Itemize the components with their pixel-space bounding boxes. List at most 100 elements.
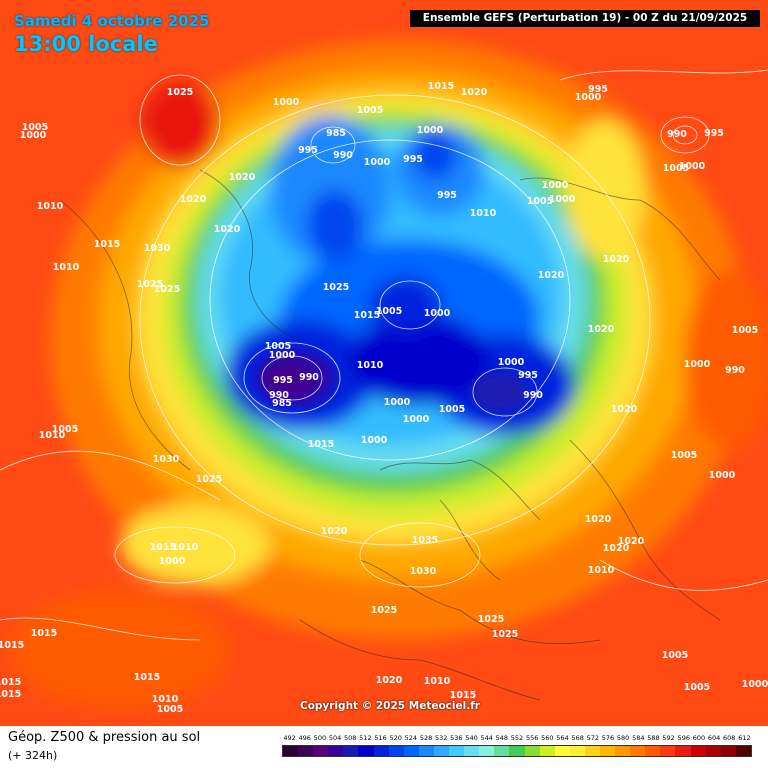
pressure-label: 1005: [439, 404, 465, 415]
scale-swatch: [630, 746, 646, 756]
pressure-label: 1030: [410, 566, 437, 577]
scale-label: 496: [298, 734, 311, 742]
pressure-label: 1015: [94, 239, 120, 250]
pressure-label: 1000: [269, 350, 296, 361]
pressure-label: 1005: [663, 163, 689, 174]
scale-swatch: [479, 746, 495, 756]
pressure-label: 1000: [549, 194, 576, 205]
pressure-label: 1020: [611, 404, 638, 415]
scale-swatch: [584, 746, 600, 756]
scale-label: 596: [677, 734, 690, 742]
field-core-indigo: [472, 372, 528, 412]
scale-swatch: [735, 746, 751, 756]
scale-swatch: [418, 746, 434, 756]
pressure-label: 1025: [154, 284, 180, 295]
coastlines: [59, 169, 721, 701]
scale-label: 516: [374, 734, 387, 742]
pressure-label: 995: [298, 145, 318, 156]
pressure-label: 1000: [679, 161, 706, 172]
pressure-label: 1015: [354, 310, 380, 321]
scale-label: 520: [389, 734, 402, 742]
copyright-notice: Copyright © 2025 Meteociel.fr: [300, 700, 480, 712]
pressure-label: 1025: [137, 279, 163, 290]
pressure-label: 995: [588, 84, 608, 95]
field-plume-yellow-ne: [565, 120, 645, 260]
pressure-label: 1000: [709, 470, 736, 481]
field-blob-mid-c: [370, 277, 440, 333]
scale-label: 504: [328, 734, 342, 742]
pressure-label: 1015: [0, 677, 21, 688]
pressure-label: 985: [272, 398, 292, 409]
scale-swatch: [298, 746, 314, 756]
pressure-label: 985: [326, 128, 346, 139]
pressure-label: 1025: [478, 614, 504, 625]
pressure-label: 995: [273, 375, 293, 386]
color-scale-labels: 492 496 500 504 508 512 516 520 524 528 532 536 540 5…: [282, 734, 752, 744]
pressure-label: 1000: [542, 180, 569, 191]
pressure-label: 1020: [588, 324, 615, 335]
scale-label: 532: [434, 734, 448, 742]
pressure-label: 1005: [357, 105, 383, 116]
scale-label: 544: [480, 734, 493, 742]
scale-swatch: [358, 746, 374, 756]
scale-swatch: [539, 746, 555, 756]
scale-label: 608: [723, 734, 736, 742]
pressure-label: 995: [437, 190, 457, 201]
lead-time: (+ 324h): [8, 749, 58, 762]
model-run-banner: Ensemble GEFS (Perturbation 19) - 00 Z d…: [410, 10, 760, 27]
pressure-label: 1000: [384, 397, 411, 408]
scale-label: 552: [510, 734, 524, 742]
field-plume-yellow-sw: [120, 505, 270, 585]
pressure-label: 1020: [180, 194, 207, 205]
scale-swatch: [328, 746, 344, 756]
pressure-label: 1035: [412, 535, 438, 546]
scale-swatch: [494, 746, 510, 756]
pressure-label: 1020: [538, 270, 565, 281]
pressure-label: 1005: [671, 450, 697, 461]
scale-swatch: [690, 746, 706, 756]
scale-swatch: [283, 746, 299, 756]
scale-label: 568: [571, 734, 584, 742]
pressure-label: 1010: [424, 676, 451, 687]
pressure-label: 1015: [134, 672, 160, 683]
pressure-label: 1005: [157, 704, 183, 715]
pressure-label: 1020: [214, 224, 241, 235]
forecast-date: Samedi 4 octobre 2025: [14, 12, 210, 30]
scale-label: 580: [616, 734, 630, 742]
pressure-label: 1025: [196, 474, 222, 485]
pressure-label: 1020: [618, 536, 645, 547]
scale-swatch: [464, 746, 480, 756]
scale-label: 560: [541, 734, 554, 742]
scale-swatch: [615, 746, 631, 756]
pressure-label: 1015: [31, 628, 57, 639]
pressure-label: 1000: [159, 556, 186, 567]
pressure-label: 1005: [527, 196, 553, 207]
scale-swatch: [449, 746, 465, 756]
pressure-label: 1005: [22, 122, 48, 133]
pressure-label: 1000: [20, 130, 47, 141]
scale-label: 512: [359, 734, 372, 742]
scale-swatch: [720, 746, 736, 756]
pressure-label: 1020: [321, 526, 348, 537]
pressure-label: 1020: [603, 254, 630, 265]
pressure-label: 1000: [417, 125, 444, 136]
pressure-label: 990: [269, 390, 289, 401]
pressure-label: 1015: [450, 690, 476, 701]
pressure-label: 1000: [575, 92, 602, 103]
scale-label: 572: [586, 734, 600, 742]
scale-swatch: [524, 746, 540, 756]
pressure-label: 990: [299, 372, 319, 383]
pressure-label: 1020: [461, 87, 488, 98]
scale-label: 600: [692, 734, 706, 742]
pressure-label: 1000: [684, 359, 711, 370]
pressure-label: 1010: [39, 430, 66, 441]
scale-swatch: [675, 746, 691, 756]
pressure-label: 1020: [603, 543, 630, 554]
pressure-label: 1010: [152, 694, 179, 705]
pressure-label: 1010: [470, 208, 497, 219]
scale-label: 604: [707, 734, 721, 742]
field-spot-hot-e: [685, 270, 768, 450]
pressure-label: 1030: [144, 243, 171, 254]
pressure-label: 1010: [53, 262, 80, 273]
pressure-label: 1020: [585, 514, 612, 525]
